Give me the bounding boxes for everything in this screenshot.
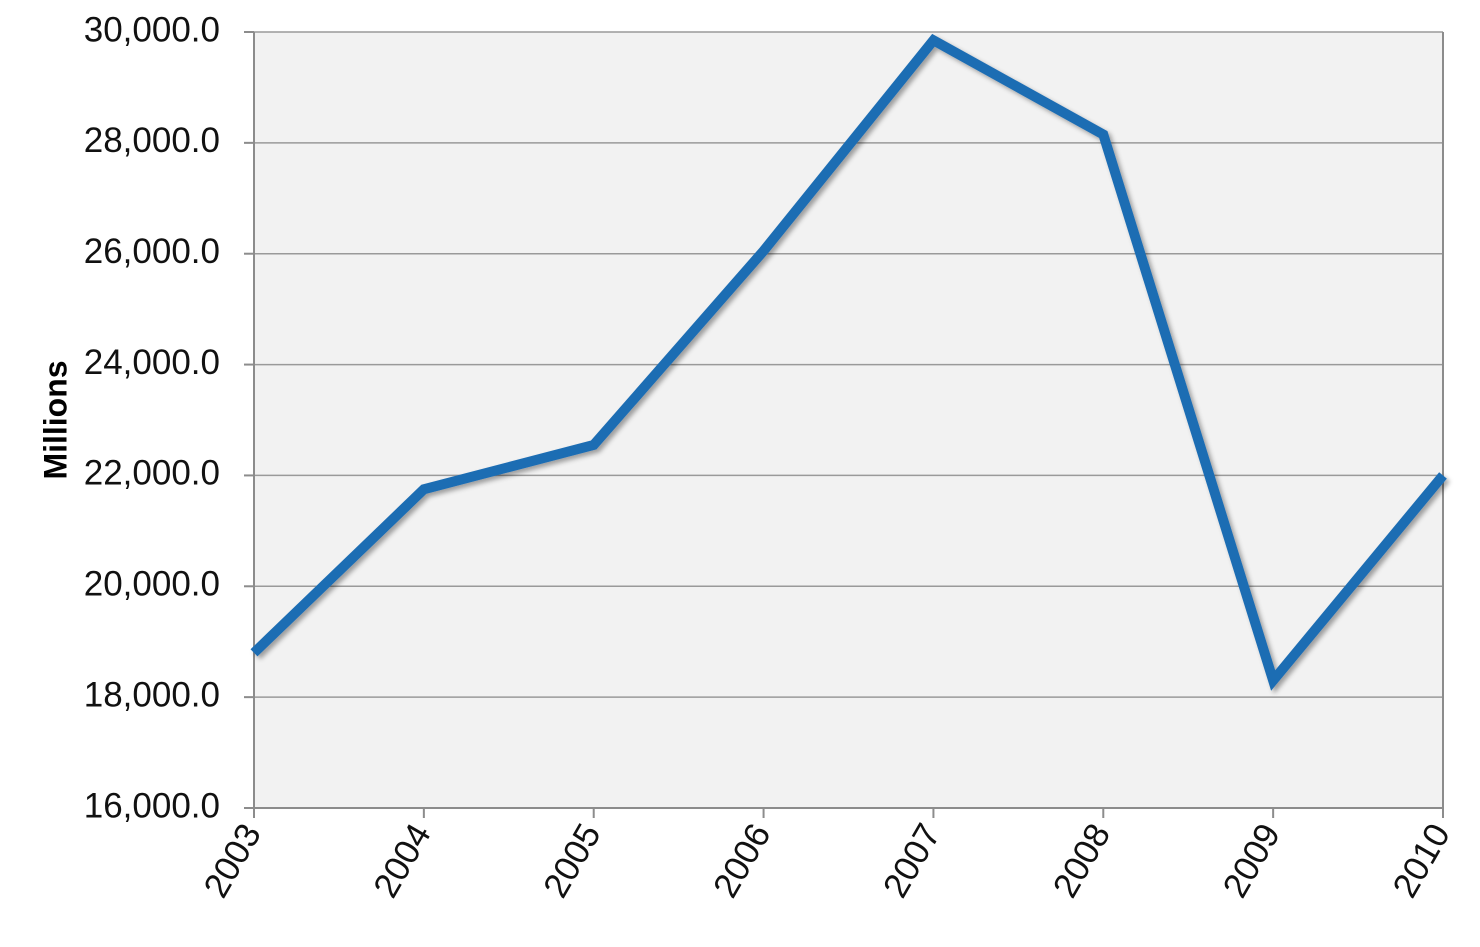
x-tick-label: 2010 bbox=[1385, 817, 1458, 904]
x-tick-label: 2006 bbox=[706, 817, 779, 904]
y-tick-label: 30,000.0 bbox=[84, 10, 220, 49]
y-tick-label: 16,000.0 bbox=[84, 786, 220, 825]
series-line bbox=[250, 33, 1447, 691]
y-tick-label: 20,000.0 bbox=[84, 565, 220, 604]
y-axis-title: Millions bbox=[37, 360, 73, 479]
y-tick-label: 22,000.0 bbox=[84, 454, 220, 493]
x-tick-label: 2009 bbox=[1215, 817, 1288, 904]
x-tick-label: 2005 bbox=[536, 817, 609, 904]
x-tick-label: 2008 bbox=[1046, 817, 1119, 904]
x-tick-label: 2004 bbox=[366, 817, 439, 904]
x-tick-label: 2007 bbox=[876, 817, 949, 904]
x-tick-label: 2003 bbox=[196, 817, 269, 904]
plot-area bbox=[254, 32, 1443, 808]
y-tick-label: 18,000.0 bbox=[84, 675, 220, 714]
y-tick-label: 26,000.0 bbox=[84, 232, 220, 271]
y-tick-label: 24,000.0 bbox=[84, 343, 220, 382]
y-tick-label: 28,000.0 bbox=[84, 121, 220, 160]
